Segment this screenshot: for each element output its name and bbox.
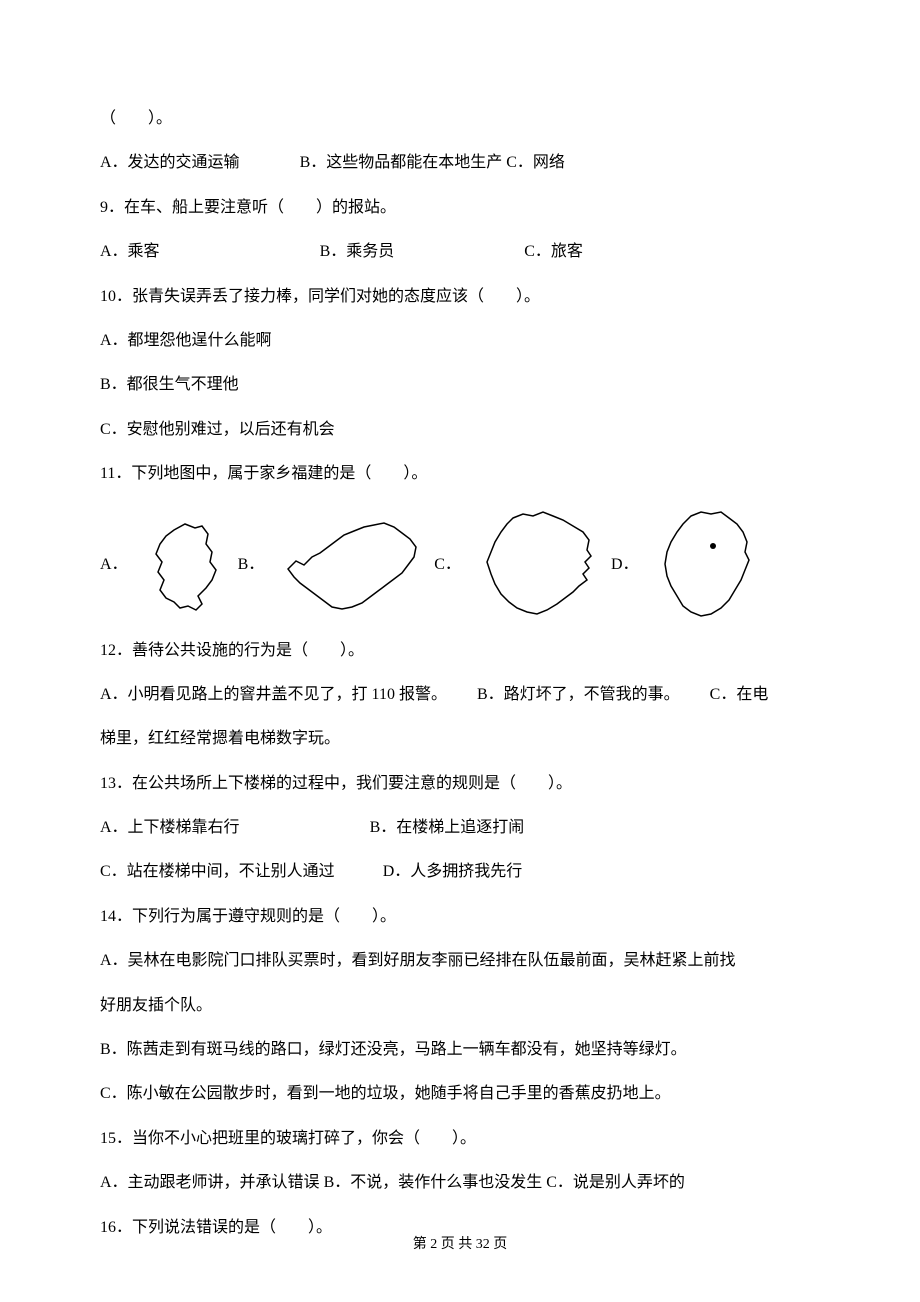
q11-label-b: B． xyxy=(238,546,265,584)
q11-label-c: C． xyxy=(434,546,461,584)
q12-stem: 12．善待公共设施的行为是（ ）。 xyxy=(100,632,820,670)
q13-option-b: B．在楼梯上追逐打闹 xyxy=(370,819,525,836)
q11-label-a: A． xyxy=(100,546,128,584)
q11-map-row: A． B． C． D． xyxy=(100,506,820,626)
q15-stem: 15．当你不小心把班里的玻璃打碎了，你会（ ）。 xyxy=(100,1120,820,1158)
q12-options-line1: A．小明看见路上的窨井盖不见了，打 110 报警。 B．路灯坏了，不管我的事。 C．… xyxy=(100,676,820,714)
q11-map-d xyxy=(651,506,761,626)
q8-option-c: C．网络 xyxy=(506,154,565,171)
q9-option-b: B．乘务员 xyxy=(320,243,395,260)
q9-option-c: C．旅客 xyxy=(524,243,583,260)
q11-map-a xyxy=(140,516,230,616)
q10-option-b: B．都很生气不理他 xyxy=(100,366,820,404)
q10-option-a: A．都埋怨他逞什么能啊 xyxy=(100,322,820,360)
q15-option-a: A．主动跟老师讲，并承认错误 xyxy=(100,1174,320,1191)
q13-options-row1: A．上下楼梯靠右行 B．在楼梯上追逐打闹 xyxy=(100,809,820,847)
q15-options: A．主动跟老师讲，并承认错误 B．不说，装作什么事也没发生 C．说是别人弄坏的 xyxy=(100,1164,820,1202)
q13-stem: 13．在公共场所上下楼梯的过程中，我们要注意的规则是（ ）。 xyxy=(100,765,820,803)
q11-map-b xyxy=(276,511,426,621)
q13-option-d: D．人多拥挤我先行 xyxy=(383,863,523,880)
q9-options: A．乘客 B．乘务员 C．旅客 xyxy=(100,233,820,271)
page-footer: 第 2 页 共 32 页 xyxy=(0,1228,920,1262)
q8-option-a: A．发达的交通运输 xyxy=(100,154,240,171)
q11-map-c xyxy=(473,506,603,626)
q10-option-c: C．安慰他别难过，以后还有机会 xyxy=(100,411,820,449)
q8-option-b: B．这些物品都能在本地生产 xyxy=(300,154,503,171)
q12-option-a: A．小明看见路上的窨井盖不见了，打 110 报警。 xyxy=(100,686,447,703)
q13-options-row2: C．站在楼梯中间，不让别人通过 D．人多拥挤我先行 xyxy=(100,853,820,891)
q14-stem: 14．下列行为属于遵守规则的是（ ）。 xyxy=(100,898,820,936)
q14-option-b: B．陈茜走到有斑马线的路口，绿灯还没亮，马路上一辆车都没有，她坚持等绿灯。 xyxy=(100,1031,820,1069)
q12-option-c-tail: 梯里，红红经常摁着电梯数字玩。 xyxy=(100,720,820,758)
q14-option-a-1: A．吴林在电影院门口排队买票时，看到好朋友李丽已经排在队伍最前面，吴林赶紧上前找 xyxy=(100,942,820,980)
q8-stem-tail: （ ）。 xyxy=(100,100,820,138)
q15-option-b: B．不说，装作什么事也没发生 xyxy=(324,1174,543,1191)
q13-option-c: C．站在楼梯中间，不让别人通过 xyxy=(100,863,335,880)
page: （ ）。 A．发达的交通运输 B．这些物品都能在本地生产 C．网络 9．在车、船上… xyxy=(0,0,920,1302)
q9-stem: 9．在车、船上要注意听（ ）的报站。 xyxy=(100,189,820,227)
q10-stem: 10．张青失误弄丢了接力棒，同学们对她的态度应该（ ）。 xyxy=(100,278,820,316)
q15-option-c: C．说是别人弄坏的 xyxy=(546,1174,685,1191)
q14-option-c: C．陈小敏在公园散步时，看到一地的垃圾，她随手将自己手里的香蕉皮扔地上。 xyxy=(100,1075,820,1113)
q9-option-a: A．乘客 xyxy=(100,243,160,260)
q14-option-a-2: 好朋友插个队。 xyxy=(100,987,820,1025)
q8-options: A．发达的交通运输 B．这些物品都能在本地生产 C．网络 xyxy=(100,144,820,182)
q13-option-a: A．上下楼梯靠右行 xyxy=(100,819,240,836)
q12-option-c-head: C．在电 xyxy=(710,686,769,703)
q12-option-b: B．路灯坏了，不管我的事。 xyxy=(477,686,680,703)
q11-label-d: D． xyxy=(611,546,639,584)
q11-stem: 11．下列地图中，属于家乡福建的是（ ）。 xyxy=(100,455,820,493)
